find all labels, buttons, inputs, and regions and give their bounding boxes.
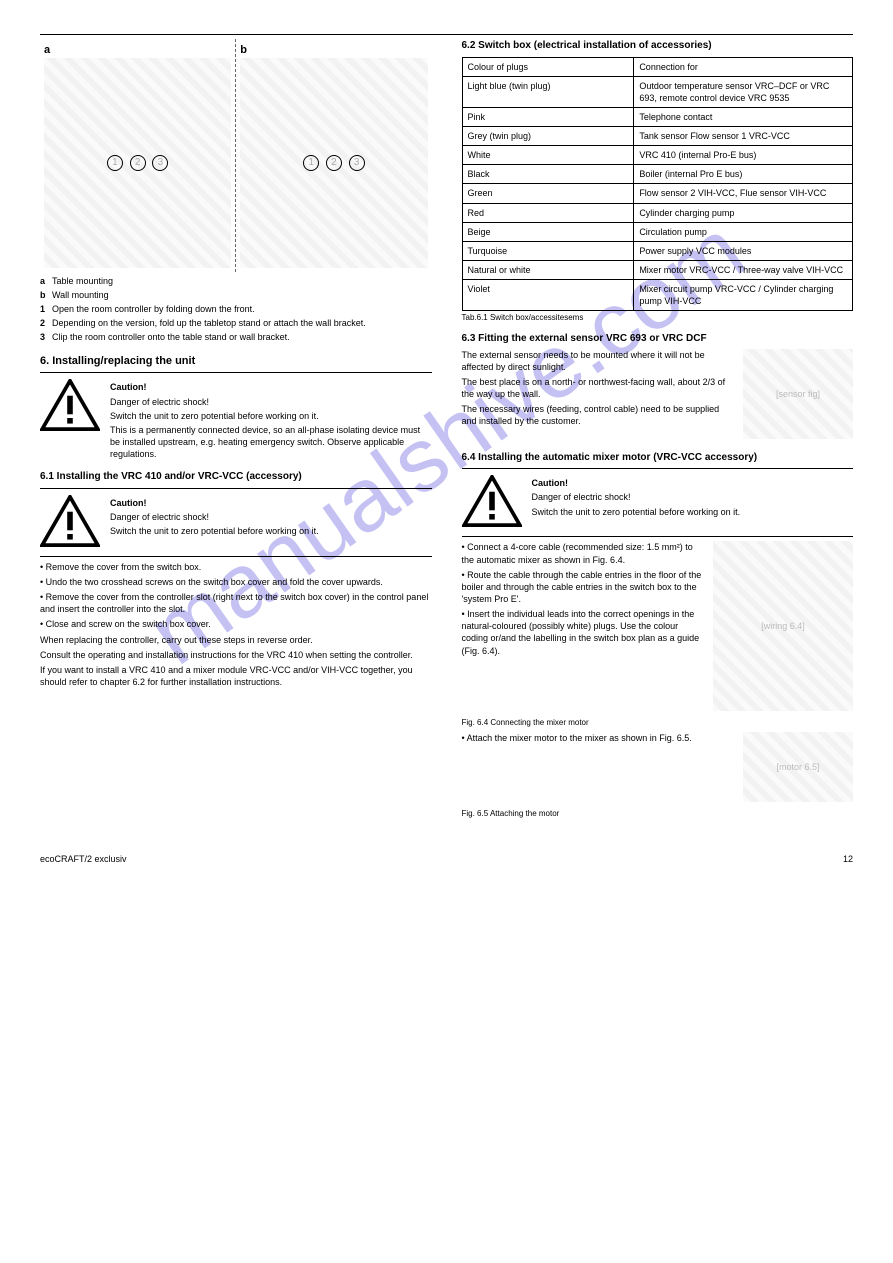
caution-block: Caution! Danger of electric shock! Switc… — [462, 475, 854, 530]
motor-illustration: [motor 6.5] — [743, 732, 853, 802]
fig-b-illustration: 1 2 3 — [240, 58, 427, 268]
fig-b-step3: 3 — [349, 155, 365, 171]
spec-table: Colour of plugsConnection for Light blue… — [462, 57, 854, 312]
two-column-layout: a 1 2 3 b 1 2 3 — [40, 39, 853, 823]
footer-left: ecoCRAFT/2 exclusiv — [40, 853, 127, 865]
rule — [462, 536, 854, 537]
caution-text: Caution! Danger of electric shock! Switc… — [532, 475, 741, 519]
table-row: TurquoisePower supply VCC modules — [462, 241, 853, 260]
caution-line: Switch the unit to zero potential before… — [110, 410, 432, 422]
body-text: • Remove the cover from the switch box. — [40, 561, 432, 573]
figure-ab-row: a 1 2 3 b 1 2 3 — [40, 39, 432, 273]
warning-icon — [462, 475, 522, 530]
caution-label: Caution! — [532, 478, 569, 488]
right-column: 6.2 Switch box (electrical installation … — [462, 39, 854, 823]
caution-text: Caution! Danger of electric shock! Switc… — [110, 495, 319, 539]
section-6-title: 6. Installing/replacing the unit — [40, 354, 432, 369]
body-text: Consult the operating and installation i… — [40, 649, 432, 661]
rule — [40, 556, 432, 557]
figure-b: b 1 2 3 — [235, 39, 431, 272]
table-row: VioletMixer circuit pump VRC-VCC / Cylin… — [462, 280, 853, 311]
caution-text: Caution! Danger of electric shock! Switc… — [110, 379, 432, 462]
left-column: a 1 2 3 b 1 2 3 — [40, 39, 432, 823]
caution-block: Caution! Danger of electric shock! Switc… — [40, 495, 432, 550]
table-row: Colour of plugsConnection for — [462, 57, 853, 76]
body-text: • Close and screw on the switch box cove… — [40, 618, 432, 630]
caption-row: 1Open the room controller by folding dow… — [40, 303, 432, 315]
sensor-illustration: [sensor fig] — [743, 349, 853, 439]
table-row: BlackBoiler (internal Pro E bus) — [462, 165, 853, 184]
caution-line: Switch the unit to zero potential before… — [110, 525, 319, 537]
rule — [462, 468, 854, 469]
figure-a: a 1 2 3 — [40, 39, 235, 272]
caution-line: Danger of electric shock! — [532, 491, 741, 503]
fig-b-step2: 2 — [326, 155, 342, 171]
top-rule — [40, 34, 853, 35]
table-row: Light blue (twin plug)Outdoor temperatur… — [462, 76, 853, 107]
fig-a-illustration: 1 2 3 — [44, 58, 231, 268]
caption-row: aTable mounting — [40, 275, 432, 287]
fig65-caption: Fig. 6.5 Attaching the motor — [462, 809, 854, 820]
page-content: a 1 2 3 b 1 2 3 — [40, 34, 853, 865]
section-6-1-title: 6.1 Installing the VRC 410 and/or VRC-VC… — [40, 470, 432, 484]
fig-b-letter: b — [240, 44, 247, 56]
warning-icon — [40, 379, 100, 434]
caution-line: Switch the unit to zero potential before… — [532, 506, 741, 518]
rule — [40, 372, 432, 373]
caution-block: Caution! Danger of electric shock! Switc… — [40, 379, 432, 462]
body-text: If you want to install a VRC 410 and a m… — [40, 664, 432, 688]
section-6-2-title: 6.2 Switch box (electrical installation … — [462, 39, 854, 53]
section-6-4-body1: [wiring 6.4] • Connect a 4-core cable (r… — [462, 541, 854, 715]
section-6-3-title: 6.3 Fitting the external sensor VRC 693 … — [462, 332, 854, 346]
fig-a-letter: a — [44, 44, 50, 56]
body-text: • Undo the two crosshead screws on the s… — [40, 576, 432, 588]
caution-line: This is a permanently connected device, … — [110, 424, 432, 460]
fig64-caption: Fig. 6.4 Connecting the mixer motor — [462, 718, 854, 729]
page-footer: ecoCRAFT/2 exclusiv 12 — [40, 853, 853, 865]
table-row: Natural or whiteMixer motor VRC-VCC / Th… — [462, 261, 853, 280]
caption-row: bWall mounting — [40, 289, 432, 301]
figure-caption-list: aTable mounting bWall mounting 1Open the… — [40, 275, 432, 344]
footer-page-number: 12 — [843, 853, 853, 865]
fig-a-step2: 2 — [130, 155, 146, 171]
table-caption: Tab.6.1 Switch box/accessitesems — [462, 313, 854, 324]
caption-row: 2Depending on the version, fold up the t… — [40, 317, 432, 329]
warning-icon — [40, 495, 100, 550]
caution-label: Caution! — [110, 498, 147, 508]
fig-a-step1: 1 — [107, 155, 123, 171]
section-6-4-title: 6.4 Installing the automatic mixer motor… — [462, 451, 854, 465]
body-text: When replacing the controller, carry out… — [40, 634, 432, 646]
section-6-3-body: [sensor fig] The external sensor needs t… — [462, 349, 854, 443]
caution-line: Danger of electric shock! — [110, 396, 432, 408]
caution-label: Caution! — [110, 382, 147, 392]
wiring-diagram: [wiring 6.4] — [713, 541, 853, 711]
fig-a-step3: 3 — [152, 155, 168, 171]
table-row: Grey (twin plug)Tank sensor Flow sensor … — [462, 127, 853, 146]
caution-line: Danger of electric shock! — [110, 511, 319, 523]
rule — [40, 488, 432, 489]
table-row: WhiteVRC 410 (internal Pro-E bus) — [462, 146, 853, 165]
table-row: GreenFlow sensor 2 VIH-VCC, Flue sensor … — [462, 184, 853, 203]
fig-b-step1: 1 — [303, 155, 319, 171]
body-text: • Remove the cover from the controller s… — [40, 591, 432, 615]
table-row: PinkTelephone contact — [462, 107, 853, 126]
table-row: BeigeCirculation pump — [462, 222, 853, 241]
caption-row: 3Clip the room controller onto the table… — [40, 331, 432, 343]
section-6-4-body2: [motor 6.5] • Attach the mixer motor to … — [462, 732, 854, 806]
table-row: RedCylinder charging pump — [462, 203, 853, 222]
